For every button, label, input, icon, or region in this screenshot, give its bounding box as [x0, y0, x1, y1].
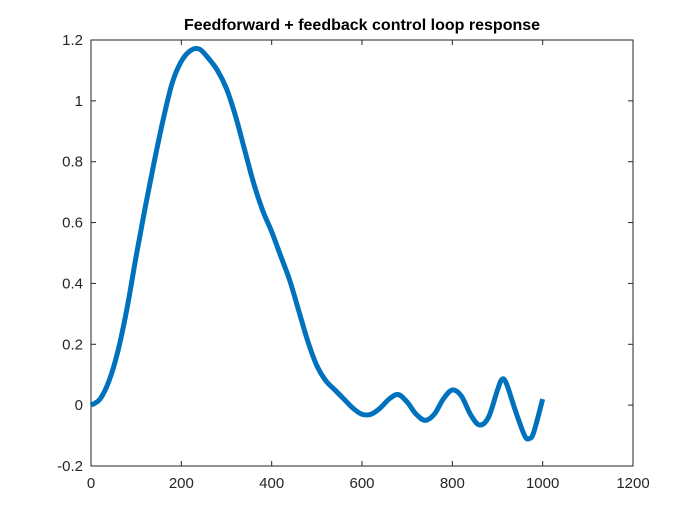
chart-title: Feedforward + feedback control loop resp…: [184, 17, 540, 34]
x-tick-label: 1200: [616, 475, 649, 492]
y-tick-label: -0.2: [57, 458, 83, 475]
y-tick-label: 1: [75, 93, 83, 110]
x-tick-label: 400: [259, 475, 284, 492]
axis-ticks: 0 200 400 600 800 1000 1200-0.200.20.40.60.811…: [57, 32, 650, 492]
x-tick-label: 800: [440, 475, 465, 492]
x-tick-label: 1000: [526, 475, 559, 492]
plot-area: [90, 39, 634, 467]
x-tick-label: 600: [349, 475, 374, 492]
y-tick-label: 0.6: [62, 215, 83, 232]
series-layer: [89, 46, 546, 442]
y-tick-label: 0.8: [62, 154, 83, 171]
x-tick-label: 0: [87, 475, 95, 492]
y-tick-label: 0.4: [62, 275, 83, 292]
x-tick-label: 200: [169, 475, 194, 492]
y-tick-label: 1.2: [62, 32, 83, 49]
plot-frame: [90, 39, 634, 467]
series-line-1: [89, 46, 546, 442]
y-tick-label: 0.2: [62, 336, 83, 353]
y-tick-label: 0: [75, 397, 83, 414]
